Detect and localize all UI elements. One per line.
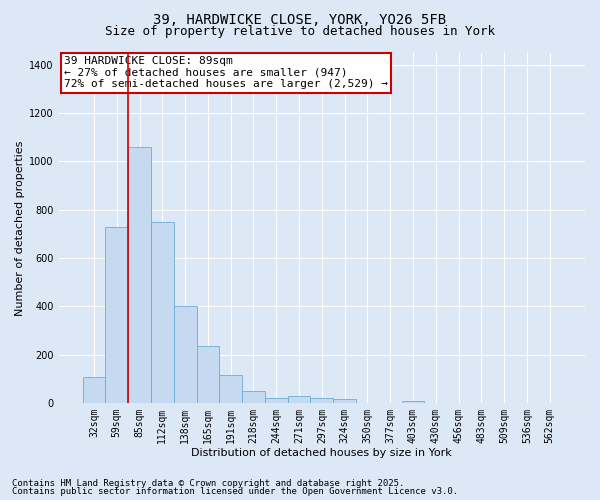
Bar <box>310 398 333 403</box>
Text: Contains HM Land Registry data © Crown copyright and database right 2025.: Contains HM Land Registry data © Crown c… <box>12 478 404 488</box>
Text: Size of property relative to detached houses in York: Size of property relative to detached ho… <box>105 25 495 38</box>
Bar <box>83 376 106 403</box>
Text: Contains public sector information licensed under the Open Government Licence v3: Contains public sector information licen… <box>12 487 458 496</box>
Text: 39 HARDWICKE CLOSE: 89sqm
← 27% of detached houses are smaller (947)
72% of semi: 39 HARDWICKE CLOSE: 89sqm ← 27% of detac… <box>64 56 388 89</box>
Bar <box>401 401 424 403</box>
Bar <box>151 222 174 403</box>
Bar <box>265 398 287 403</box>
Bar <box>174 306 197 403</box>
Bar <box>242 390 265 403</box>
Bar <box>197 346 219 403</box>
Text: 39, HARDWICKE CLOSE, YORK, YO26 5FB: 39, HARDWICKE CLOSE, YORK, YO26 5FB <box>154 12 446 26</box>
X-axis label: Distribution of detached houses by size in York: Distribution of detached houses by size … <box>191 448 452 458</box>
Bar <box>106 226 128 403</box>
Bar <box>333 399 356 403</box>
Bar <box>128 147 151 403</box>
Y-axis label: Number of detached properties: Number of detached properties <box>15 140 25 316</box>
Bar <box>287 396 310 403</box>
Bar <box>219 376 242 403</box>
